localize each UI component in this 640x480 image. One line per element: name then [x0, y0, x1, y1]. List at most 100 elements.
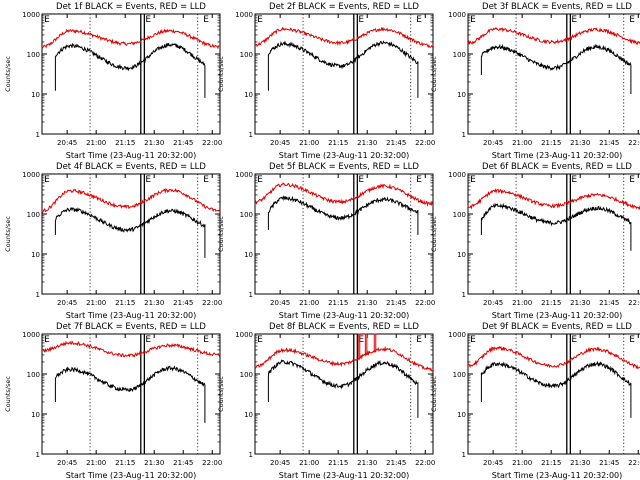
x-tick-label: 22:00 — [202, 459, 222, 467]
e-marker-label: E — [416, 335, 422, 345]
x-tick-label: 21:15 — [115, 299, 135, 307]
x-tick-label: 21:00 — [299, 299, 319, 307]
x-tick-label: 21:45 — [599, 139, 619, 147]
x-tick-label: 21:15 — [541, 139, 561, 147]
x-tick-label: 22:00 — [415, 459, 435, 467]
panel-det-5: Det 5f BLACK = Events, RED = LLD Counts/s… — [217, 162, 435, 320]
x-axis-label: Start Time (23-Aug-11 20:32:00) — [279, 151, 410, 160]
y-axis-label: Counts/sec — [4, 56, 12, 92]
y-tick-label: 100 — [453, 211, 466, 219]
y-tick-label: 100 — [27, 51, 40, 59]
plot-frame — [467, 13, 640, 135]
red-spike — [357, 333, 361, 359]
red-lld-series — [467, 187, 640, 211]
x-axis-label: Start Time (23-Aug-11 20:32:00) — [66, 311, 197, 320]
e-marker-label: E — [629, 175, 635, 185]
e-marker-label: E — [358, 335, 364, 345]
y-tick-label: 10 — [457, 91, 466, 99]
y-tick-label: 10 — [31, 411, 40, 419]
x-tick-label: 21:00 — [299, 459, 319, 467]
y-tick-label: 10 — [31, 251, 40, 259]
x-tick-label: 21:30 — [357, 139, 377, 147]
y-axis-label: Counts/sec — [430, 216, 438, 252]
x-tick-label: 20:45 — [57, 139, 77, 147]
x-tick-label: 22:00 — [202, 139, 222, 147]
x-tick-label: 20:45 — [270, 299, 290, 307]
y-axis-label: Counts/sec — [4, 216, 12, 252]
e-marker-label: E — [44, 175, 50, 185]
x-tick-label: 20:45 — [270, 459, 290, 467]
x-tick-label: 21:00 — [86, 459, 106, 467]
y-tick-label: 100 — [27, 211, 40, 219]
e-marker-label: E — [571, 175, 577, 185]
x-tick-label: 21:15 — [115, 459, 135, 467]
x-tick-label: 21:45 — [599, 299, 619, 307]
y-tick-label: 1000 — [448, 331, 466, 339]
plot-frame — [467, 173, 640, 295]
y-tick-label: 10 — [244, 411, 253, 419]
e-marker-label: E — [358, 175, 364, 185]
red-spike — [364, 333, 368, 355]
x-tick-label: 22:00 — [415, 139, 435, 147]
x-tick-label: 21:30 — [570, 299, 590, 307]
x-tick-label: 21:30 — [570, 139, 590, 147]
x-tick-label: 22:00 — [202, 299, 222, 307]
panel-title: Det 8f BLACK = Events, RED = LLD — [269, 322, 419, 332]
y-tick-label: 1 — [249, 131, 253, 139]
red-lld-series — [41, 340, 221, 358]
x-tick-label: 21:00 — [299, 139, 319, 147]
x-tick-label: 21:45 — [173, 299, 193, 307]
panel-det-8: Det 8f BLACK = Events, RED = LLD Counts/s… — [217, 322, 435, 480]
panel-title: Det 9f BLACK = Events, RED = LLD — [482, 322, 632, 332]
x-tick-label: 22:00 — [628, 139, 640, 147]
x-tick-label: 20:45 — [483, 299, 503, 307]
panel-det-2: Det 2f BLACK = Events, RED = LLD Counts/s… — [217, 2, 435, 160]
plot-frame — [41, 173, 221, 295]
x-tick-label: 21:00 — [512, 299, 532, 307]
y-tick-label: 1 — [36, 451, 40, 459]
y-tick-label: 1 — [249, 451, 253, 459]
x-tick-label: 22:00 — [415, 299, 435, 307]
panel-det-4: Det 4f BLACK = Events, RED = LLD Counts/s… — [4, 162, 222, 320]
plot-frame — [254, 13, 434, 135]
x-tick-label: 21:00 — [86, 139, 106, 147]
y-tick-label: 1 — [462, 131, 466, 139]
x-tick-label: 20:45 — [57, 299, 77, 307]
black-events-series — [54, 365, 206, 423]
y-tick-label: 1000 — [235, 331, 253, 339]
e-marker-label: E — [257, 175, 263, 185]
e-marker-label: E — [44, 15, 50, 25]
y-tick-label: 10 — [457, 251, 466, 259]
panel-title: Det 5f BLACK = Events, RED = LLD — [269, 162, 419, 172]
y-tick-label: 1000 — [22, 171, 40, 179]
panel-title: Det 6f BLACK = Events, RED = LLD — [482, 162, 632, 172]
plot-frame — [41, 13, 221, 135]
x-tick-label: 20:45 — [483, 459, 503, 467]
x-tick-label: 21:15 — [328, 459, 348, 467]
e-marker-label: E — [358, 15, 364, 25]
y-tick-label: 1000 — [448, 171, 466, 179]
y-axis-label: Counts/sec — [217, 376, 225, 412]
x-tick-label: 21:30 — [144, 299, 164, 307]
red-lld-series — [254, 26, 434, 49]
black-events-series — [267, 195, 419, 235]
y-tick-label: 1 — [462, 451, 466, 459]
x-tick-label: 21:00 — [512, 139, 532, 147]
x-tick-label: 20:45 — [57, 459, 77, 467]
e-marker-label: E — [629, 335, 635, 345]
y-tick-label: 1000 — [448, 11, 466, 19]
x-tick-label: 21:15 — [541, 299, 561, 307]
x-tick-label: 21:15 — [328, 139, 348, 147]
panel-det-3: Det 3f BLACK = Events, RED = LLD Counts/s… — [430, 2, 640, 160]
x-tick-label: 21:30 — [570, 459, 590, 467]
panel-det-9: Det 9f BLACK = Events, RED = LLD Counts/s… — [430, 322, 640, 480]
x-axis-label: Start Time (23-Aug-11 20:32:00) — [492, 151, 623, 160]
red-lld-series — [254, 345, 434, 372]
panel-det-1: Det 1f BLACK = Events, RED = LLD Counts/s… — [4, 2, 222, 160]
black-events-series — [480, 202, 632, 251]
y-tick-label: 1 — [36, 291, 40, 299]
y-axis-label: Counts/sec — [4, 376, 12, 412]
y-tick-label: 100 — [27, 371, 40, 379]
x-axis-label: Start Time (23-Aug-11 20:32:00) — [279, 471, 410, 480]
e-marker-label: E — [416, 15, 422, 25]
